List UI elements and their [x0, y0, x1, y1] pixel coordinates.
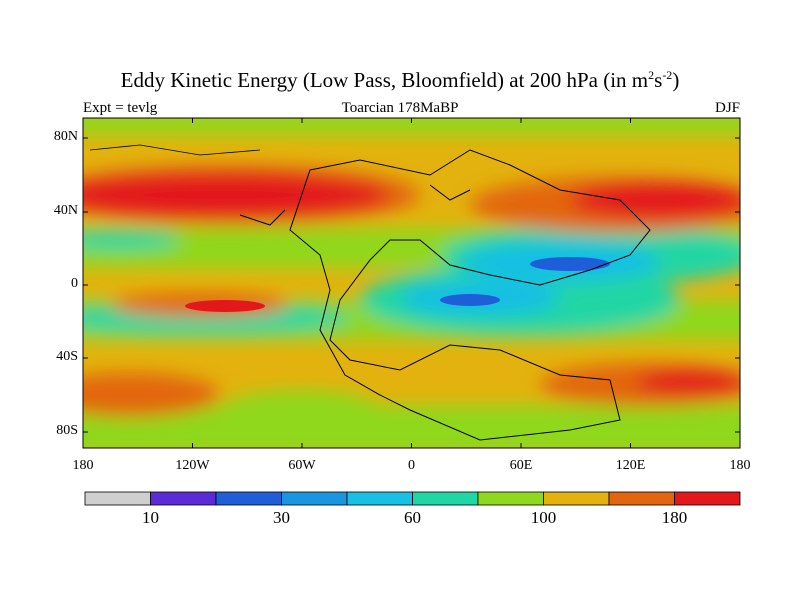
colorbar-swatch	[674, 491, 741, 506]
colorbar-label: 10	[142, 508, 159, 527]
colorbar-swatch	[84, 491, 151, 506]
plot-title: Eddy Kinetic Energy (Low Pass, Bloomfiel…	[120, 68, 680, 92]
lat-tick-label: 80S	[56, 423, 78, 438]
colorbar-swatch	[412, 491, 479, 506]
eke-contour-field	[83, 118, 740, 448]
season-label: DJF	[714, 100, 740, 116]
colorbar-label: 30	[273, 508, 290, 527]
colorbar-swatch	[477, 491, 544, 506]
lon-tick-label: 60E	[509, 458, 533, 473]
colorbar-label: 60	[404, 508, 421, 527]
lon-tick-label: 0	[408, 458, 415, 473]
lon-tick-label: 120E	[615, 458, 646, 473]
lat-tick-label: 40N	[53, 203, 78, 218]
lon-tick-label: 180	[72, 458, 94, 473]
lat-tick-label: 40S	[56, 349, 78, 364]
colorbar-swatch	[346, 491, 413, 506]
experiment-label: Expt = tevlg	[83, 100, 158, 116]
lat-tick-label: 0	[71, 276, 78, 291]
lon-tick-label: 180	[729, 458, 751, 473]
lat-tick-label: 80N	[53, 129, 78, 144]
colorbar-swatch	[608, 491, 675, 506]
colorbar	[84, 491, 741, 506]
lon-tick-label: 60W	[288, 458, 316, 473]
colorbar-label: 180	[661, 508, 688, 527]
colorbar-swatch	[543, 491, 610, 506]
lon-tick-label: 120W	[175, 458, 210, 473]
colorbar-swatch	[215, 491, 282, 506]
colorbar-label: 100	[530, 508, 557, 527]
colorbar-swatch	[281, 491, 348, 506]
period-label: Toarcian 178MaBP	[341, 100, 459, 116]
colorbar-swatch	[150, 491, 217, 506]
